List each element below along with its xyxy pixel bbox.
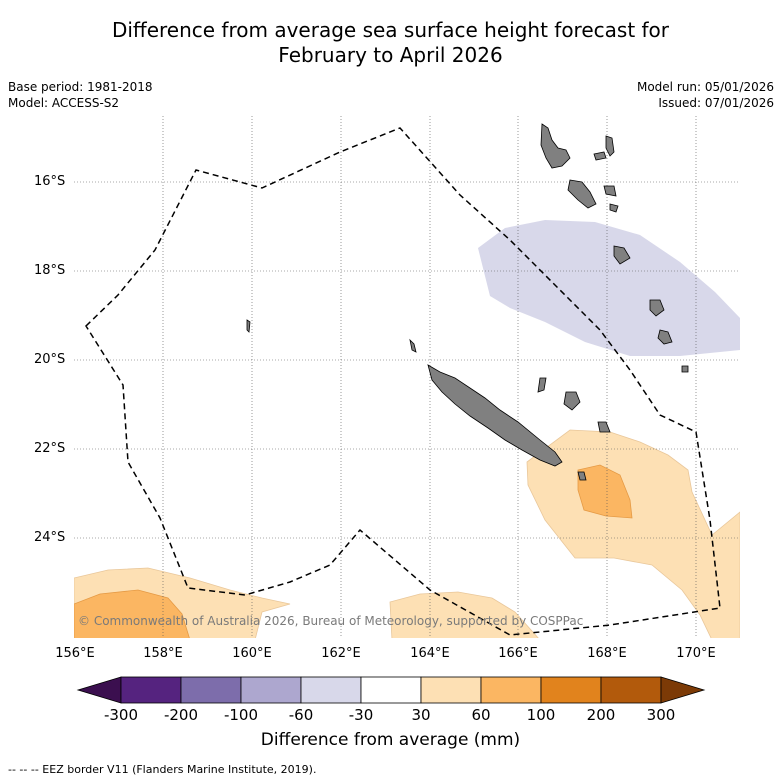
colorbar-extend-low bbox=[76, 676, 122, 704]
colorbar-bin bbox=[240, 676, 302, 704]
positive-anomaly-core-southwest bbox=[74, 589, 190, 638]
lon-label: 162°E bbox=[321, 646, 361, 661]
lat-label: 18°S bbox=[34, 263, 66, 278]
issued-date: Issued: 07/01/2026 bbox=[658, 96, 774, 110]
lon-label: 156°E bbox=[55, 646, 95, 661]
colorbar-bin bbox=[420, 676, 482, 704]
map-title: Difference from average sea surface heig… bbox=[0, 18, 781, 68]
mare-island bbox=[597, 421, 611, 433]
model-name: Model: ACCESS-S2 bbox=[8, 96, 120, 110]
colorbar-tick: 30 bbox=[411, 706, 431, 724]
landmasses bbox=[246, 123, 689, 481]
colorbar bbox=[76, 676, 706, 704]
colorbar-label: Difference from average (mm) bbox=[260, 730, 521, 750]
colorbar-tick: 100 bbox=[526, 706, 556, 724]
epi-island bbox=[609, 203, 619, 213]
colorbar-bin bbox=[360, 676, 422, 704]
lat-label: 24°S bbox=[34, 530, 66, 545]
erromango-island bbox=[649, 299, 665, 317]
title-line-1: Difference from average sea surface heig… bbox=[111, 18, 670, 42]
tanna-island bbox=[657, 329, 673, 345]
colorbar-bin bbox=[180, 676, 242, 704]
lat-label: 22°S bbox=[34, 441, 66, 456]
belep-islet bbox=[409, 338, 417, 353]
colorbar-tick: 200 bbox=[586, 706, 616, 724]
lon-label: 164°E bbox=[410, 646, 450, 661]
isle-of-pines-island bbox=[577, 471, 587, 481]
meta-left: Base period: 1981-2018 Model: ACCESS-S2 bbox=[8, 79, 153, 111]
map-area bbox=[74, 116, 740, 638]
ambrym-island bbox=[603, 185, 617, 197]
ouvea-island bbox=[537, 377, 547, 393]
positive-anomaly-region-south bbox=[389, 591, 539, 638]
colorbar-tick: 300 bbox=[646, 706, 676, 724]
efate-island bbox=[613, 245, 631, 265]
lon-label: 166°E bbox=[498, 646, 538, 661]
colorbar-bin bbox=[300, 676, 362, 704]
lon-label: 170°E bbox=[676, 646, 716, 661]
lon-label: 160°E bbox=[232, 646, 272, 661]
colorbar-tick: -100 bbox=[223, 706, 259, 724]
new-caledonia-island bbox=[427, 364, 563, 467]
title-line-2: February to April 2026 bbox=[278, 43, 503, 67]
graticule bbox=[74, 116, 740, 638]
model-run: Model run: 05/01/2026 bbox=[636, 80, 774, 94]
malekula-island bbox=[567, 179, 597, 209]
colorbar-tick: -300 bbox=[103, 706, 139, 724]
colorbar-bin bbox=[480, 676, 542, 704]
pentecost-island bbox=[605, 135, 615, 157]
meta-right: Model run: 05/01/2026 Issued: 07/01/2026 bbox=[637, 79, 774, 111]
lat-label: 16°S bbox=[34, 174, 66, 189]
colorbar-tick: -200 bbox=[163, 706, 199, 724]
copyright-credit: © Commonwealth of Australia 2026, Bureau… bbox=[78, 614, 584, 628]
lon-label: 158°E bbox=[143, 646, 183, 661]
anatom-island bbox=[681, 365, 689, 373]
colorbar-bin bbox=[600, 676, 662, 704]
chesterfield-islet bbox=[246, 319, 251, 333]
eez-border bbox=[85, 127, 721, 636]
colorbar-bin bbox=[540, 676, 602, 704]
lifou-island bbox=[563, 391, 581, 411]
espiritu-santo-island bbox=[540, 123, 571, 169]
colorbar-bin bbox=[120, 676, 182, 704]
colorbar-tick: -60 bbox=[288, 706, 314, 724]
base-period: Base period: 1981-2018 bbox=[8, 80, 153, 94]
lon-label: 168°E bbox=[587, 646, 627, 661]
colorbar-extend-high bbox=[660, 676, 706, 704]
ambae-island bbox=[593, 151, 607, 161]
colorbar-tick: -30 bbox=[348, 706, 374, 724]
negative-anomaly-region bbox=[478, 220, 740, 356]
colorbar-tick: 60 bbox=[471, 706, 491, 724]
positive-anomaly-core-east bbox=[577, 464, 633, 519]
lat-label: 20°S bbox=[34, 352, 66, 367]
eez-legend-footer: -- -- -- EEZ border V11 (Flanders Marine… bbox=[8, 763, 317, 776]
